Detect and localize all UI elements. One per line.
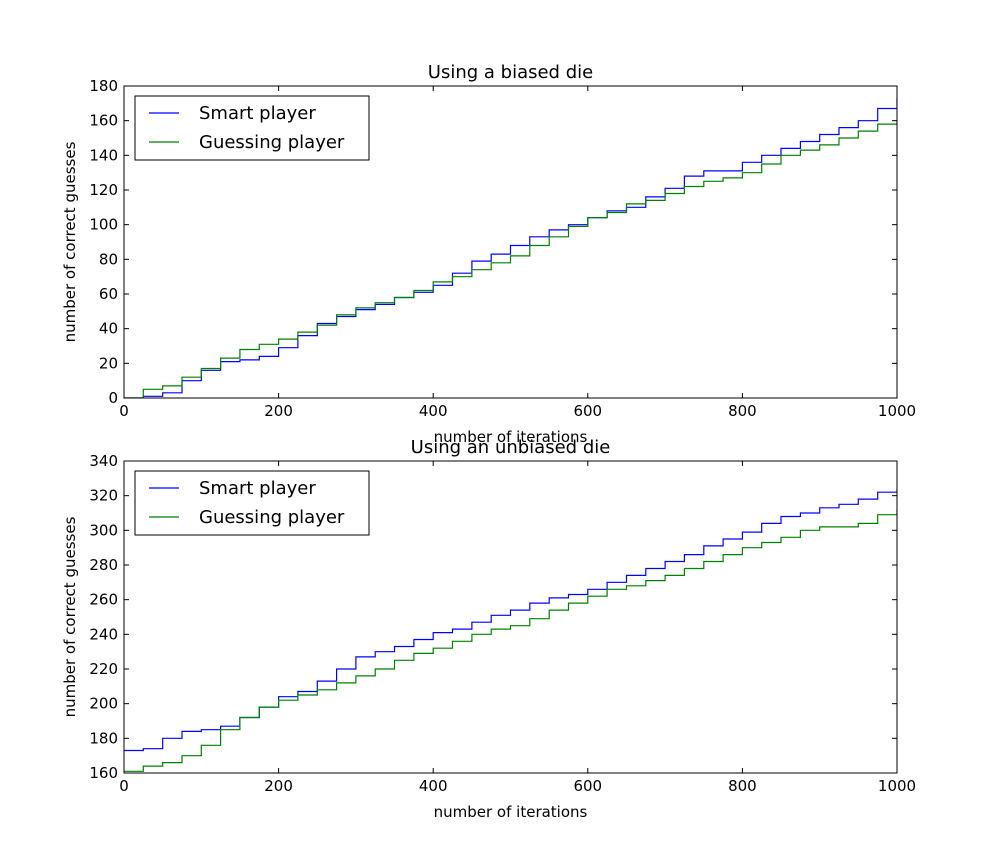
x-tick-label: 600 <box>573 402 602 420</box>
series-line-1 <box>124 120 897 398</box>
chart-unbiased-die: 0 200 400 600 800 1000 160 180 200 220 240 260 280 30… <box>61 437 916 821</box>
y-tick-label: 180 <box>89 77 118 95</box>
x-tick-label: 800 <box>728 777 757 795</box>
y-tick-label: 120 <box>89 181 118 199</box>
x-tick-label: 0 <box>119 777 129 795</box>
x-tick-label: 600 <box>573 777 602 795</box>
y-tick-label: 160 <box>89 764 118 782</box>
y-tick-label: 100 <box>89 216 118 234</box>
x-tick-label: 1000 <box>878 777 916 795</box>
legend: Smart player Guessing player <box>134 95 370 161</box>
legend-label-0: Smart player <box>199 103 316 124</box>
axes-frame <box>123 460 898 774</box>
y-axis-label: number of correct guesses <box>61 516 79 717</box>
legend: Smart player Guessing player <box>134 470 370 536</box>
series-line-1 <box>124 509 897 772</box>
y-tick-label: 200 <box>89 695 118 713</box>
x-tick-label: 400 <box>419 777 448 795</box>
x-tick-label: 1000 <box>878 402 916 420</box>
legend-label-1: Guessing player <box>199 132 345 153</box>
chart-biased-die: 0 200 400 600 800 1000 0 20 40 60 80 100 120 140 160 18… <box>61 62 916 446</box>
x-axis-label: number of iterations <box>434 803 588 821</box>
legend-label-1: Guessing player <box>199 507 345 528</box>
y-tick-label: 160 <box>89 112 118 130</box>
x-tick-label: 800 <box>728 402 757 420</box>
y-tick-label: 40 <box>99 320 118 338</box>
x-tick-label: 0 <box>119 402 129 420</box>
y-tick-label: 180 <box>89 729 118 747</box>
y-tick-label: 0 <box>108 389 118 407</box>
x-axis-label: number of iterations <box>434 428 588 446</box>
y-tick-label: 300 <box>89 521 118 539</box>
series-line-0 <box>124 98 897 398</box>
legend-box <box>134 95 370 161</box>
y-tick-label: 80 <box>99 250 118 268</box>
y-tick-label: 140 <box>89 146 118 164</box>
y-tick-label: 240 <box>89 625 118 643</box>
legend-box <box>134 470 370 536</box>
x-tick-label: 200 <box>264 777 293 795</box>
y-tick-label: 340 <box>89 452 118 470</box>
y-tick-label: 260 <box>89 591 118 609</box>
y-tick-label: 320 <box>89 487 118 505</box>
legend-label-0: Smart player <box>199 478 316 499</box>
x-tick-label: 200 <box>264 402 293 420</box>
x-tick-label: 400 <box>419 402 448 420</box>
y-tick-label: 220 <box>89 660 118 678</box>
y-tick-label: 280 <box>89 556 118 574</box>
chart-title: Using an unbiased die <box>411 437 611 458</box>
chart-title: Using a biased die <box>428 62 593 83</box>
axes-frame <box>123 85 898 399</box>
y-tick-label: 60 <box>99 285 118 303</box>
y-tick-label: 20 <box>99 354 118 372</box>
y-axis-label: number of correct guesses <box>61 141 79 342</box>
